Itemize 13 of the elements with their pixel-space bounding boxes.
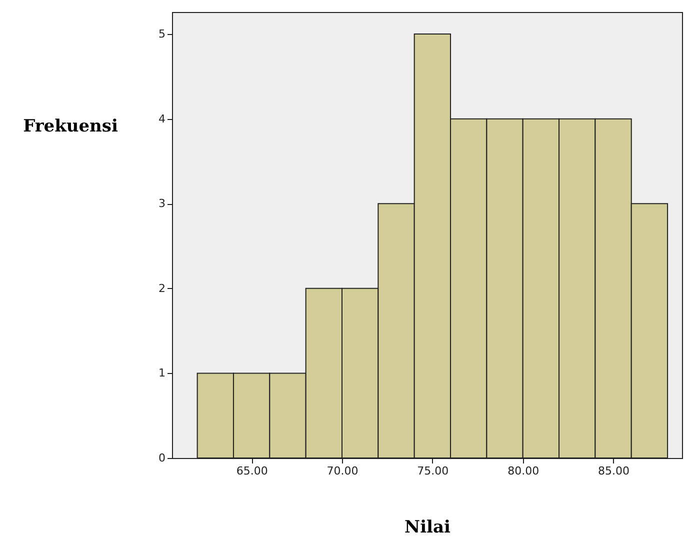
y-tick-label: 0 bbox=[158, 452, 166, 464]
x-tick-label: 75.00 bbox=[417, 464, 449, 478]
x-tick-label: 65.00 bbox=[236, 464, 268, 478]
y-tick-label: 2 bbox=[158, 282, 166, 295]
y-tick-label: 5 bbox=[158, 28, 166, 41]
y-tick-label: 3 bbox=[158, 197, 166, 210]
y-tick-label: 4 bbox=[158, 112, 166, 126]
x-tick-label: 80.00 bbox=[508, 464, 540, 478]
y-axis-title: Frekuensi bbox=[23, 116, 118, 136]
x-axis-title: Nilai bbox=[404, 518, 451, 538]
x-tick-label: 70.00 bbox=[326, 464, 358, 478]
y-tick-label: 1 bbox=[158, 366, 166, 380]
x-tick-label: 85.00 bbox=[598, 464, 630, 478]
